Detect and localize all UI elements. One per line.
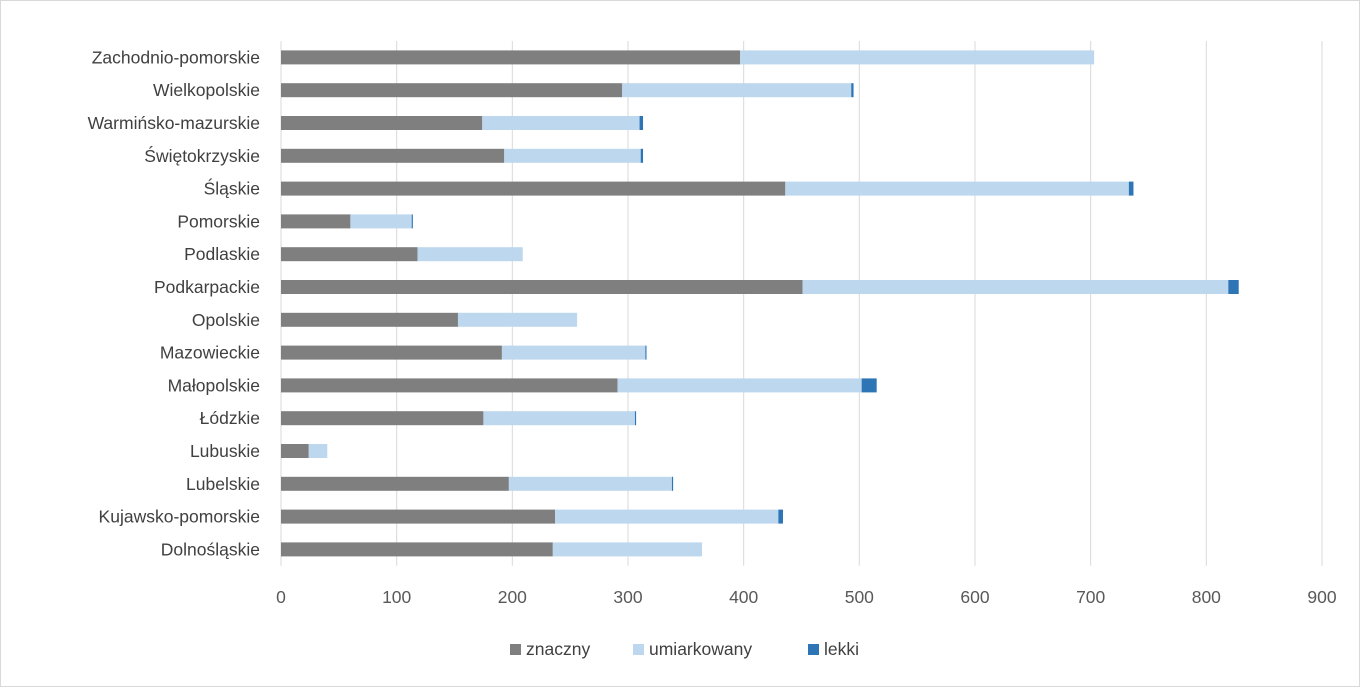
bar-znaczny <box>281 148 505 163</box>
x-tick-label: 400 <box>729 587 758 607</box>
bar-znaczny <box>281 214 351 229</box>
bar-umiarkowany <box>785 181 1129 196</box>
bar-znaczny <box>281 312 458 327</box>
category-label: Podlaskie <box>184 244 260 264</box>
category-label: Zachodnio-pomorskie <box>92 47 260 67</box>
category-label: Małopolskie <box>168 375 260 395</box>
bar-znaczny <box>281 116 483 130</box>
category-labels: Zachodnio-pomorskie Wielkopolskie Warmińsk… <box>88 47 260 559</box>
bar-lekki <box>634 411 637 426</box>
legend-swatch <box>808 644 819 655</box>
bar-znaczny <box>281 378 618 393</box>
legend-label: umiarkowany <box>649 639 752 659</box>
bar-umiarkowany <box>482 116 640 130</box>
bar-umiarkowany <box>508 476 672 491</box>
legend-swatch <box>510 644 521 655</box>
bar-znaczny <box>281 280 803 294</box>
x-tick-label: 0 <box>276 587 286 607</box>
bar-umiarkowany <box>802 280 1229 294</box>
bar-znaczny <box>281 542 553 557</box>
bar-umiarkowany <box>457 312 578 327</box>
x-tick-label: 500 <box>845 587 874 607</box>
legend-label: znaczny <box>526 639 590 659</box>
bar-znaczny <box>281 50 741 65</box>
category-label: Dolnośląskie <box>161 539 260 559</box>
x-tick-label: 800 <box>1192 587 1221 607</box>
bar-znaczny <box>281 509 556 524</box>
bar-umiarkowany <box>552 542 703 557</box>
bar-umiarkowany <box>617 378 862 393</box>
category-label: Lubuskie <box>190 441 260 461</box>
bar-lekki <box>851 83 854 98</box>
category-label: Podkarpackie <box>154 277 260 297</box>
legend-label: lekki <box>824 639 859 659</box>
category-label: Kujawsko-pomorskie <box>99 507 260 527</box>
bar-lekki <box>640 148 644 163</box>
category-label: Łódzkie <box>200 408 260 428</box>
bar-znaczny <box>281 247 418 262</box>
category-label: Śląskie <box>204 178 260 199</box>
bar-lekki <box>671 476 674 491</box>
x-tick-label: 300 <box>613 587 642 607</box>
category-label: Pomorskie <box>177 211 260 231</box>
legend-swatch <box>633 644 644 655</box>
category-label: Opolskie <box>192 310 260 330</box>
bar-znaczny <box>281 476 509 491</box>
bar-znaczny <box>281 411 484 426</box>
bar-lekki <box>639 116 644 130</box>
bar-umiarkowany <box>740 50 1095 65</box>
x-tick-label: 200 <box>498 587 527 607</box>
x-tick-label: 600 <box>960 587 989 607</box>
bar-umiarkowany <box>555 509 779 524</box>
bar-znaczny <box>281 181 786 196</box>
bar-znaczny <box>281 83 623 98</box>
bar-umiarkowany <box>501 345 646 360</box>
bar-umiarkowany <box>350 214 412 229</box>
bar-lekki <box>861 378 877 393</box>
x-tick-label: 900 <box>1307 587 1336 607</box>
x-tick-label: 700 <box>1076 587 1105 607</box>
x-tick-label: 100 <box>382 587 411 607</box>
bar-umiarkowany <box>308 444 328 458</box>
bars <box>281 50 1239 557</box>
bar-lekki <box>778 509 783 524</box>
category-label: Lubelskie <box>186 474 260 494</box>
bar-umiarkowany <box>504 148 641 163</box>
bar-lekki <box>1128 181 1134 196</box>
bar-lekki <box>1228 280 1239 294</box>
x-tick-labels: 0 100 200 300 400 500 600 700 800 900 <box>276 587 1337 607</box>
bar-umiarkowany <box>417 247 523 262</box>
bar-umiarkowany <box>622 83 852 98</box>
bar-znaczny <box>281 444 309 458</box>
category-label: Wielkopolskie <box>153 80 260 100</box>
bar-lekki <box>411 214 413 229</box>
bar-znaczny <box>281 345 502 360</box>
category-label: Mazowieckie <box>160 343 260 363</box>
bar-lekki <box>645 345 647 360</box>
legend: znaczny umiarkowany lekki <box>510 639 859 659</box>
bar-umiarkowany <box>483 411 635 426</box>
category-label: Świętokrzyskie <box>144 145 260 166</box>
category-label: Warmińsko-mazurskie <box>88 113 260 133</box>
